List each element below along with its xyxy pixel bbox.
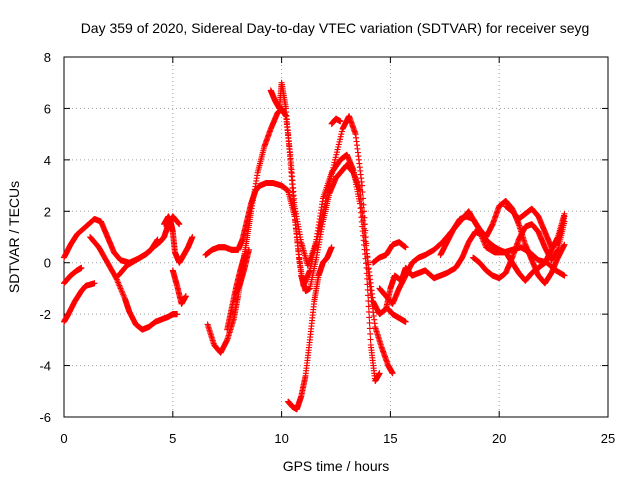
series-track-e [115,236,161,279]
data-point [561,272,568,279]
data-point [333,149,340,156]
data-point [328,244,335,251]
data-point [338,128,345,135]
data-point [176,221,183,228]
data-point [561,213,568,220]
data-point [364,275,371,282]
data-point [364,286,371,293]
series-track-b [61,280,98,325]
x-tick-label: 25 [601,431,615,446]
x-tick-label: 0 [60,431,67,446]
data-point [362,227,369,234]
data-point [335,141,342,148]
grid [64,57,608,417]
series-track-m [232,246,252,297]
y-axis-label: SDTVAR / TECUs [6,181,22,293]
data-point [363,270,370,277]
data-point [366,314,373,321]
data-point [337,133,344,140]
x-tick-label: 5 [169,431,176,446]
data-point [366,319,373,326]
x-tick-label: 20 [492,431,506,446]
data-point [366,325,373,332]
plot-frame [63,56,609,418]
data-point [402,318,409,325]
series-track-r [369,239,409,266]
data-point [365,292,372,299]
series-track-t [385,306,409,325]
data-point [365,303,372,310]
data-point [360,208,367,215]
data-point [335,144,342,150]
y-tick-label: 8 [44,50,51,65]
data-point [337,136,344,143]
data-point [376,370,383,377]
y-tick-label: 0 [44,256,51,271]
data-point [338,131,345,138]
data-point [363,264,370,271]
data-point [337,118,344,125]
series-track-f [161,213,196,266]
data-point [333,151,340,158]
y-tick-label: 4 [44,153,51,168]
series-track-n [328,115,344,127]
series-track-q [470,218,568,282]
data-point [561,241,568,248]
data-point [334,146,341,153]
series-track-d [87,234,181,333]
data-point [154,236,161,243]
x-tick-label: 15 [383,431,397,446]
series-track-s [502,203,568,251]
series-track-a [61,213,183,266]
data-point [182,293,189,300]
data-point [365,297,372,304]
data-point [365,308,372,315]
data-point [389,370,396,377]
data-point [189,234,196,240]
data-point [78,264,85,271]
data-point [332,154,339,161]
x-axis-label: GPS time / hours [283,458,390,474]
data-point [91,280,98,287]
data-point [402,244,409,251]
series-track-i [204,105,396,377]
series-track-k [285,244,335,413]
chart-title: Day 359 of 2020, Sidereal Day-to-day VTE… [81,20,590,36]
data-point [367,336,374,343]
data-point [336,138,343,145]
data-point [359,182,366,189]
data-point [364,281,371,288]
data-point [362,234,369,240]
data-points [61,79,568,413]
data-point [360,201,367,208]
data-point [332,156,339,163]
data-point [174,311,181,318]
x-tick-label: 10 [274,431,288,446]
series-track-j [267,79,383,384]
data-point [245,246,252,253]
series-track-c [61,264,85,287]
y-tick-label: 6 [44,101,51,116]
y-tick-label: -4 [39,359,51,374]
y-tick-label: 2 [44,204,51,219]
series-track-g [169,267,189,307]
data-point [367,330,374,337]
y-tick-label: -2 [39,307,51,322]
y-tick-label: -6 [39,410,51,425]
